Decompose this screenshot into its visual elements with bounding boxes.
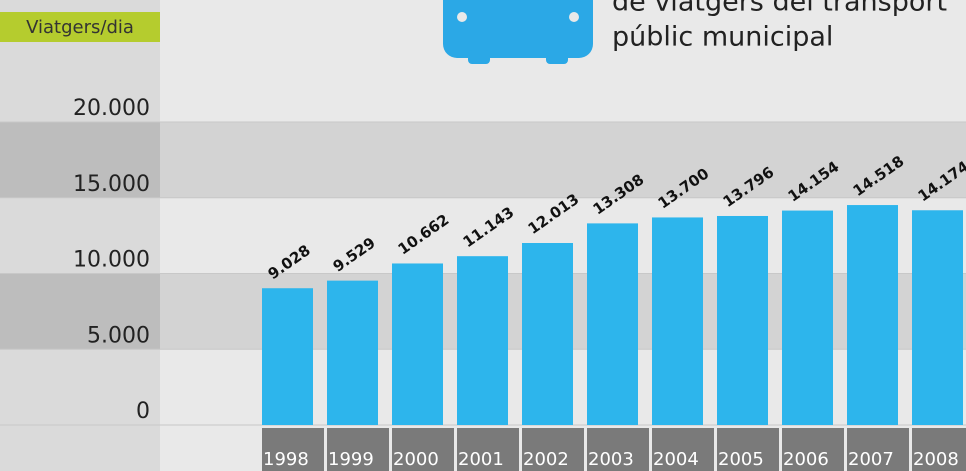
bar: [522, 243, 573, 425]
band: [0, 273, 160, 350]
year-box: [522, 428, 584, 471]
y-axis-label: Viatgers/dia: [26, 17, 134, 38]
year-box: [912, 428, 966, 471]
year-box: [652, 428, 714, 471]
axis-panel: [0, 0, 160, 471]
bar: [652, 217, 703, 425]
bus-icon: [443, 0, 593, 64]
x-tick-label: 2006: [783, 449, 829, 470]
year-box: [457, 428, 519, 471]
year-box: [782, 428, 844, 471]
bar: [327, 280, 378, 425]
x-tick-label: 1998: [263, 449, 309, 470]
y-tick-label: 20.000: [73, 96, 150, 121]
y-tick-label: 10.000: [73, 248, 150, 273]
x-tick-label: 1999: [328, 449, 374, 470]
band: [160, 122, 966, 198]
year-box: [262, 428, 324, 471]
x-tick-label: 2007: [848, 449, 894, 470]
year-box: [392, 428, 454, 471]
y-tick-label: 15.000: [73, 172, 150, 197]
x-tick-label: 2005: [718, 449, 764, 470]
title-line: públic municipal: [612, 22, 833, 53]
title-line: de viatgers del transport: [612, 0, 947, 18]
band: [0, 122, 160, 198]
bar: [262, 288, 313, 425]
year-box: [587, 428, 649, 471]
x-tick-label: 2002: [523, 449, 569, 470]
x-tick-label: 2003: [588, 449, 634, 470]
year-box: [717, 428, 779, 471]
y-tick-label: 5.000: [87, 323, 150, 348]
year-box: [327, 428, 389, 471]
bar: [392, 263, 443, 425]
bar: [717, 215, 768, 425]
bar: [847, 205, 898, 425]
x-tick-label: 2008: [913, 449, 959, 470]
bar: [457, 256, 508, 425]
axis-label-box: [0, 12, 160, 42]
y-tick-label: 0: [136, 399, 150, 424]
x-tick-label: 2001: [458, 449, 504, 470]
bar: [912, 210, 963, 425]
bar: [782, 210, 833, 425]
year-box: [847, 428, 909, 471]
x-tick-label: 2000: [393, 449, 439, 470]
x-tick-label: 2004: [653, 449, 699, 470]
bar: [587, 223, 638, 425]
